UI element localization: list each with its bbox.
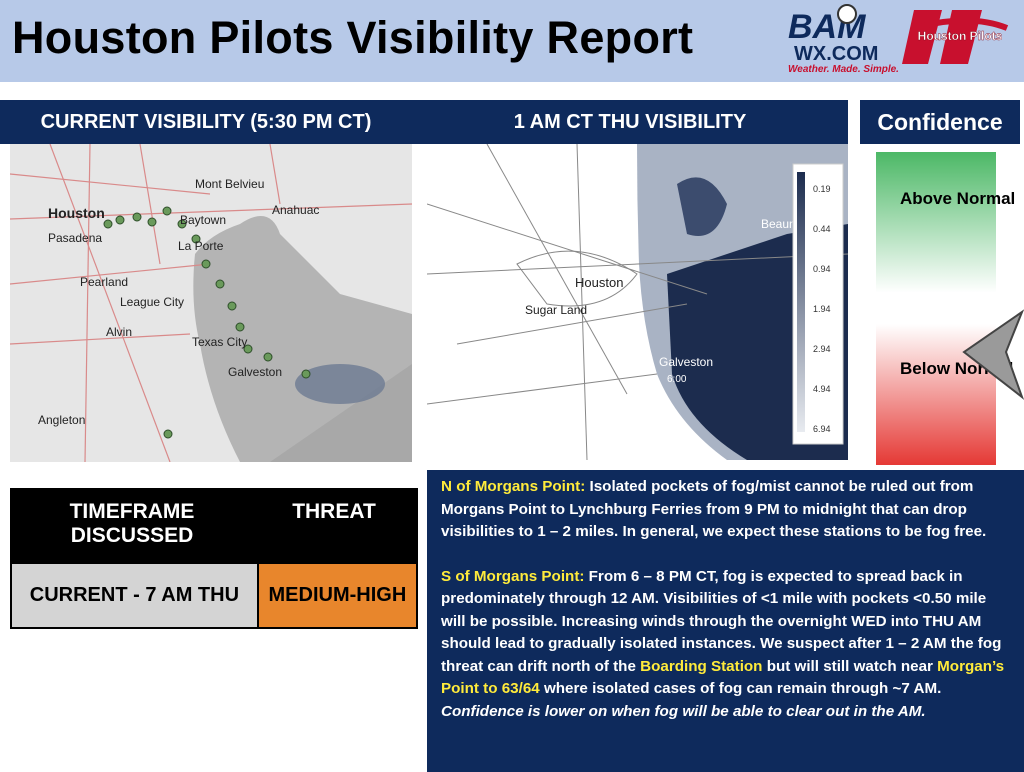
place-label: Galveston xyxy=(228,365,282,379)
table-header: TIMEFRAME DISCUSSED THREAT xyxy=(12,490,416,564)
place-label: Anahuac xyxy=(272,203,319,217)
place-label: Sugar Land xyxy=(525,303,587,317)
confidence-gauge: Above Normal Below Normal xyxy=(876,152,1024,465)
place-label: Baytown xyxy=(180,213,226,227)
place-labels: Houston Sugar Land Galveston Beaum 6:00 xyxy=(525,217,799,385)
place-label: League City xyxy=(120,295,184,309)
current-map: Houston Pasadena Baytown Mont Belvieu An… xyxy=(10,144,412,462)
gauge-pointer xyxy=(962,309,1024,400)
place-label: Houston xyxy=(48,205,105,221)
highlight-text: Morgan’s Point to 63/64 xyxy=(441,657,1005,698)
roads xyxy=(10,144,412,462)
logo-ball xyxy=(837,4,857,24)
place-label: Pasadena xyxy=(48,231,102,245)
header-cell: TIMEFRAME DISCUSSED xyxy=(69,500,195,547)
place-label: Pearland xyxy=(80,275,128,289)
legend-labels: 0.19 0.44 0.94 1.94 2.94 4.94 6.94 xyxy=(813,184,831,434)
highlight-text: S of Morgans Point: xyxy=(441,567,585,585)
logos: BAM WX.COM Weather. Made. Simple. Housto… xyxy=(788,4,1009,75)
paragraph: N of Morgans Point: Isolated pockets of … xyxy=(441,476,1014,544)
confidence-title: Confidence xyxy=(860,100,1020,144)
legend-scale xyxy=(797,172,805,432)
forecast-map: Houston Sugar Land Galveston Beaum 6:00 … xyxy=(427,144,848,460)
place-labels: Houston Pasadena Baytown Mont Belvieu An… xyxy=(38,177,319,427)
italic-text: Confidence is lower on when fog will be … xyxy=(441,702,926,720)
stations xyxy=(103,206,311,439)
place-label: Beaum xyxy=(761,217,799,231)
logo-wx: WX.COM xyxy=(794,43,878,65)
highlight-text: N of Morgans Point: xyxy=(441,478,586,495)
legend-label: 0.19 xyxy=(813,184,831,194)
place-label: Galveston xyxy=(659,355,713,369)
place-label: Texas City xyxy=(192,335,247,349)
text: From 6 – 8 PM CT, fog is expected to spr… xyxy=(441,567,1002,675)
gauge-bar xyxy=(876,152,996,465)
legend-label: 0.94 xyxy=(813,264,831,274)
place-label: Angleton xyxy=(38,413,85,427)
header-cell: THREAT xyxy=(292,500,376,523)
threat-table: TIMEFRAME DISCUSSED THREAT CURRENT - 7 A… xyxy=(10,488,418,629)
page-title: Houston Pilots Visibility Report xyxy=(12,12,694,63)
place-label: Houston xyxy=(575,275,623,290)
logo-tagline: Weather. Made. Simple. xyxy=(788,64,899,75)
logo-pilots: Houston Pilots xyxy=(918,29,1003,43)
legend-label: 4.94 xyxy=(813,384,831,394)
logo-swoosh xyxy=(921,17,1009,31)
place-label: La Porte xyxy=(178,239,224,253)
legend-label: 6.94 xyxy=(813,424,831,434)
place-label: Alvin xyxy=(106,325,132,339)
text: where isolated cases of fog can remain t… xyxy=(539,680,942,697)
fog-area xyxy=(295,364,385,404)
place-label: 6:00 xyxy=(667,374,687,385)
highlight-text: Boarding Station xyxy=(640,657,763,675)
legend-label: 2.94 xyxy=(813,344,831,354)
table-row: CURRENT - 7 AM THU MEDIUM-HIGH xyxy=(12,564,416,627)
paragraph: S of Morgans Point: From 6 – 8 PM CT, fo… xyxy=(441,566,1014,724)
discussion: N of Morgans Point: Isolated pockets of … xyxy=(427,470,1024,772)
text: but will still watch near xyxy=(762,657,938,675)
place-label: Mont Belvieu xyxy=(195,177,264,191)
fog-patch xyxy=(677,177,727,236)
above-label: Above Normal xyxy=(900,189,1015,208)
table-cell: CURRENT - 7 AM THU xyxy=(12,564,259,627)
current-map-title: CURRENT VISIBILITY (5:30 PM CT) xyxy=(0,100,412,144)
legend-label: 0.44 xyxy=(813,224,831,234)
legend-label: 1.94 xyxy=(813,304,831,314)
text: Isolated pockets of fog/mist cannot be r… xyxy=(441,478,987,540)
forecast-map-title: 1 AM CT THU VISIBILITY xyxy=(412,100,848,144)
roads xyxy=(427,144,848,460)
table-cell: MEDIUM-HIGH xyxy=(258,564,416,627)
